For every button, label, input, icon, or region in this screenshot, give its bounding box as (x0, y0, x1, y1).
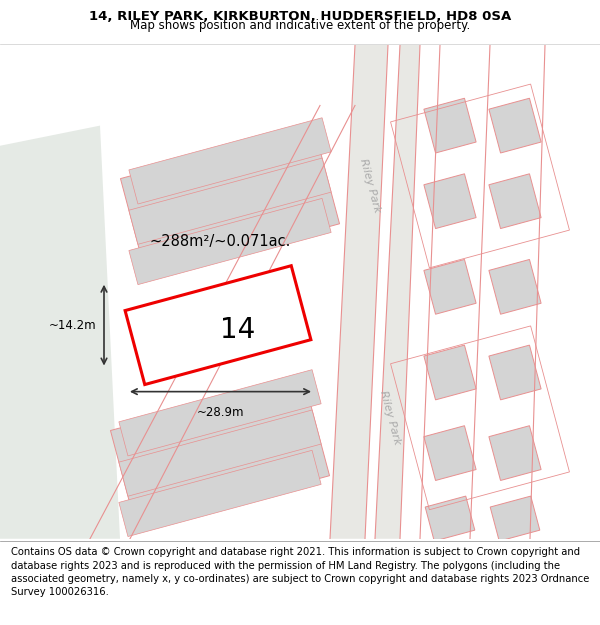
Polygon shape (129, 118, 331, 204)
Polygon shape (119, 450, 321, 536)
Polygon shape (489, 174, 541, 229)
Text: ~28.9m: ~28.9m (197, 406, 244, 419)
Polygon shape (489, 259, 541, 314)
Polygon shape (110, 378, 329, 528)
Polygon shape (489, 426, 541, 481)
Polygon shape (424, 426, 476, 481)
Polygon shape (424, 259, 476, 314)
Polygon shape (489, 98, 541, 153)
Text: ~14.2m: ~14.2m (49, 319, 96, 332)
Text: Riley Park: Riley Park (378, 389, 402, 446)
Polygon shape (424, 98, 476, 153)
Polygon shape (125, 266, 311, 384)
Polygon shape (490, 496, 540, 541)
Polygon shape (424, 174, 476, 229)
Polygon shape (121, 126, 340, 276)
Polygon shape (425, 496, 475, 541)
Polygon shape (375, 45, 420, 539)
Text: Contains OS data © Crown copyright and database right 2021. This information is : Contains OS data © Crown copyright and d… (11, 548, 589, 597)
Polygon shape (330, 45, 388, 539)
Text: ~288m²/~0.071ac.: ~288m²/~0.071ac. (149, 234, 290, 249)
Text: Riley Park: Riley Park (358, 158, 382, 214)
Polygon shape (129, 198, 331, 284)
Polygon shape (119, 369, 321, 456)
Text: 14: 14 (220, 316, 256, 344)
Polygon shape (424, 345, 476, 400)
Polygon shape (129, 158, 331, 244)
Text: 14, RILEY PARK, KIRKBURTON, HUDDERSFIELD, HD8 0SA: 14, RILEY PARK, KIRKBURTON, HUDDERSFIELD… (89, 10, 511, 23)
Polygon shape (0, 126, 120, 539)
Polygon shape (489, 345, 541, 400)
Text: Map shows position and indicative extent of the property.: Map shows position and indicative extent… (130, 19, 470, 31)
Polygon shape (119, 410, 321, 496)
